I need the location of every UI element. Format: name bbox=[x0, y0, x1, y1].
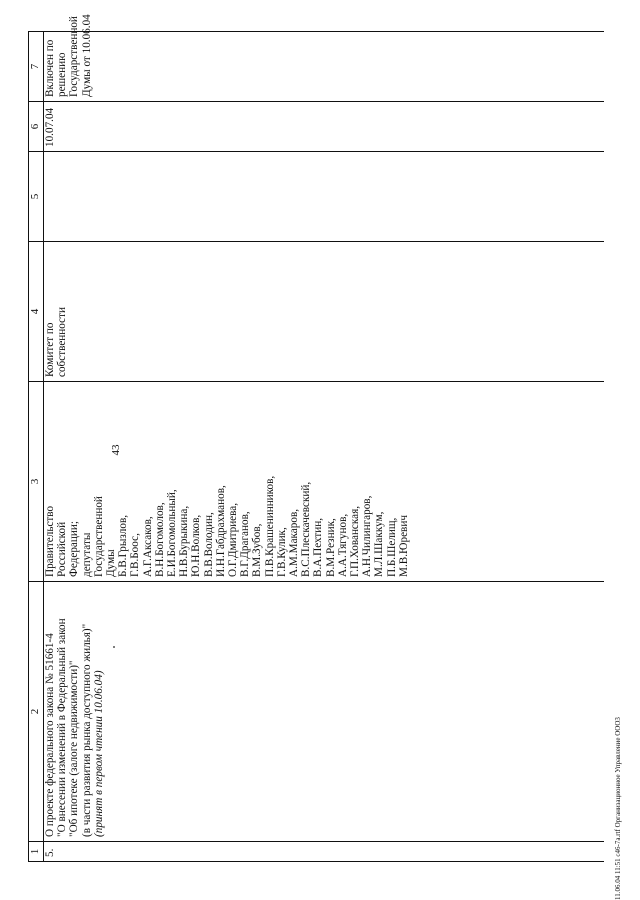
title-line: О проекте федерального закона № 51661-4 bbox=[44, 633, 56, 837]
column-header-4: 4 bbox=[28, 241, 44, 382]
initiator: Е.И.Богомольный, bbox=[166, 489, 179, 577]
committee-line: Комитет по bbox=[44, 322, 56, 377]
column-header-3: 3 bbox=[28, 381, 44, 582]
column-header-row: 1 2 3 4 5 6 7 bbox=[28, 31, 44, 862]
date: 10.07.04 bbox=[44, 107, 56, 147]
initiator: Федерации; bbox=[68, 521, 81, 577]
initiator: М.Л.Шаккум, bbox=[373, 511, 386, 577]
column-header-6: 6 bbox=[28, 101, 44, 152]
initiator: Б.В.Грызлов, bbox=[117, 514, 130, 577]
initiator: А.Г.Аксаков, bbox=[141, 516, 154, 577]
initiator: П.Б.Шелищ, bbox=[385, 517, 398, 577]
initiator: В.Н.Богомолов, bbox=[153, 502, 166, 577]
initiator: В.А.Пехтин, bbox=[312, 517, 325, 577]
title-line: "О внесении изменений в Федеральный зако… bbox=[56, 618, 69, 837]
initiator: М.В.Юревич bbox=[397, 515, 410, 577]
initiator: В.С.Плескачевский, bbox=[300, 481, 313, 577]
initiator: Государственной bbox=[92, 496, 105, 577]
column-5-cell bbox=[43, 151, 604, 242]
title-line: (в части развития рынка доступного жилья… bbox=[80, 623, 93, 837]
remark-line: Думы от 10.06.04 bbox=[80, 14, 93, 97]
initiator: В.М.Зубов, bbox=[251, 523, 264, 577]
initiator: Правительство bbox=[44, 505, 56, 577]
initiator: Думы bbox=[105, 549, 118, 577]
remark-line: Государственной bbox=[68, 16, 81, 97]
initiator: А.Н.Чилингаров, bbox=[361, 495, 374, 577]
initiator: Г.П.Хованская, bbox=[349, 505, 362, 577]
initiator: В.В.Володин, bbox=[202, 512, 215, 577]
initiator: Ю.Н.Волков, bbox=[190, 514, 203, 577]
table-row: 5. О проекте федерального закона № 51661… bbox=[43, 14, 604, 862]
initiator: О.Г.Дмитриева, bbox=[227, 502, 240, 577]
committee-line: собственности bbox=[56, 307, 69, 377]
initiator: В.Г.Драганов, bbox=[239, 511, 252, 577]
column-header-7: 7 bbox=[28, 31, 44, 102]
initiator: А.М.Макаров, bbox=[288, 508, 301, 577]
row-number: 5. bbox=[43, 841, 604, 862]
initiator: депутаты bbox=[80, 532, 93, 577]
initiator: А.А.Тягунов, bbox=[336, 513, 349, 577]
remark-cell: Включен по решению Государственной Думы … bbox=[43, 14, 604, 102]
column-header-5: 5 bbox=[28, 151, 44, 242]
initiator: Г.В.Боос, bbox=[129, 533, 142, 577]
remark-line: решению bbox=[56, 52, 69, 97]
footer-filename: 11.06.04 11:51 c46-7a.rtf Организационно… bbox=[614, 717, 622, 900]
initiator: В.М.Резник, bbox=[324, 518, 337, 577]
title-line: "Об ипотеке (залоге недвижимости)" bbox=[68, 660, 81, 838]
initiator: Г.В.Кулик, bbox=[275, 527, 288, 577]
bills-table: 1 2 3 4 5 6 7 5. О проекте федерального … bbox=[28, 14, 604, 862]
first-reading-note: (принят в первом чтении 10.06.04) bbox=[92, 670, 105, 837]
initiators-list: Правительство Российской Федерации; депу… bbox=[43, 381, 604, 582]
date-cell: 10.07.04 bbox=[43, 101, 604, 152]
bill-title: О проекте федерального закона № 51661-4 … bbox=[43, 581, 604, 842]
column-header-2: 2 bbox=[28, 581, 44, 842]
initiator: И.Н.Габдрахманов, bbox=[214, 485, 227, 577]
remark-line: Включен по bbox=[44, 39, 56, 97]
committee: Комитет по собственности bbox=[43, 241, 604, 382]
initiator: Российской bbox=[56, 521, 69, 577]
initiator: П.В.Крашенинников, bbox=[263, 475, 276, 577]
column-header-1: 1 bbox=[28, 841, 44, 862]
initiator: Н.В.Бурыкина, bbox=[178, 505, 191, 577]
